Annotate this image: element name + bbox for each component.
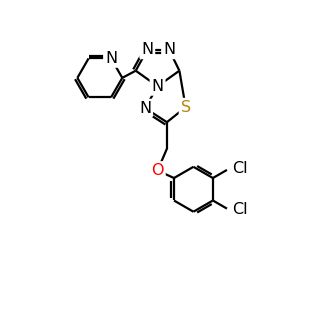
Text: N: N xyxy=(139,101,151,115)
Text: N: N xyxy=(105,51,117,66)
Text: Cl: Cl xyxy=(232,202,248,217)
Text: O: O xyxy=(151,163,164,178)
Text: N: N xyxy=(163,42,175,57)
Text: S: S xyxy=(181,100,191,115)
Text: N: N xyxy=(141,42,153,57)
Text: Cl: Cl xyxy=(232,161,248,176)
Text: N: N xyxy=(152,79,163,94)
